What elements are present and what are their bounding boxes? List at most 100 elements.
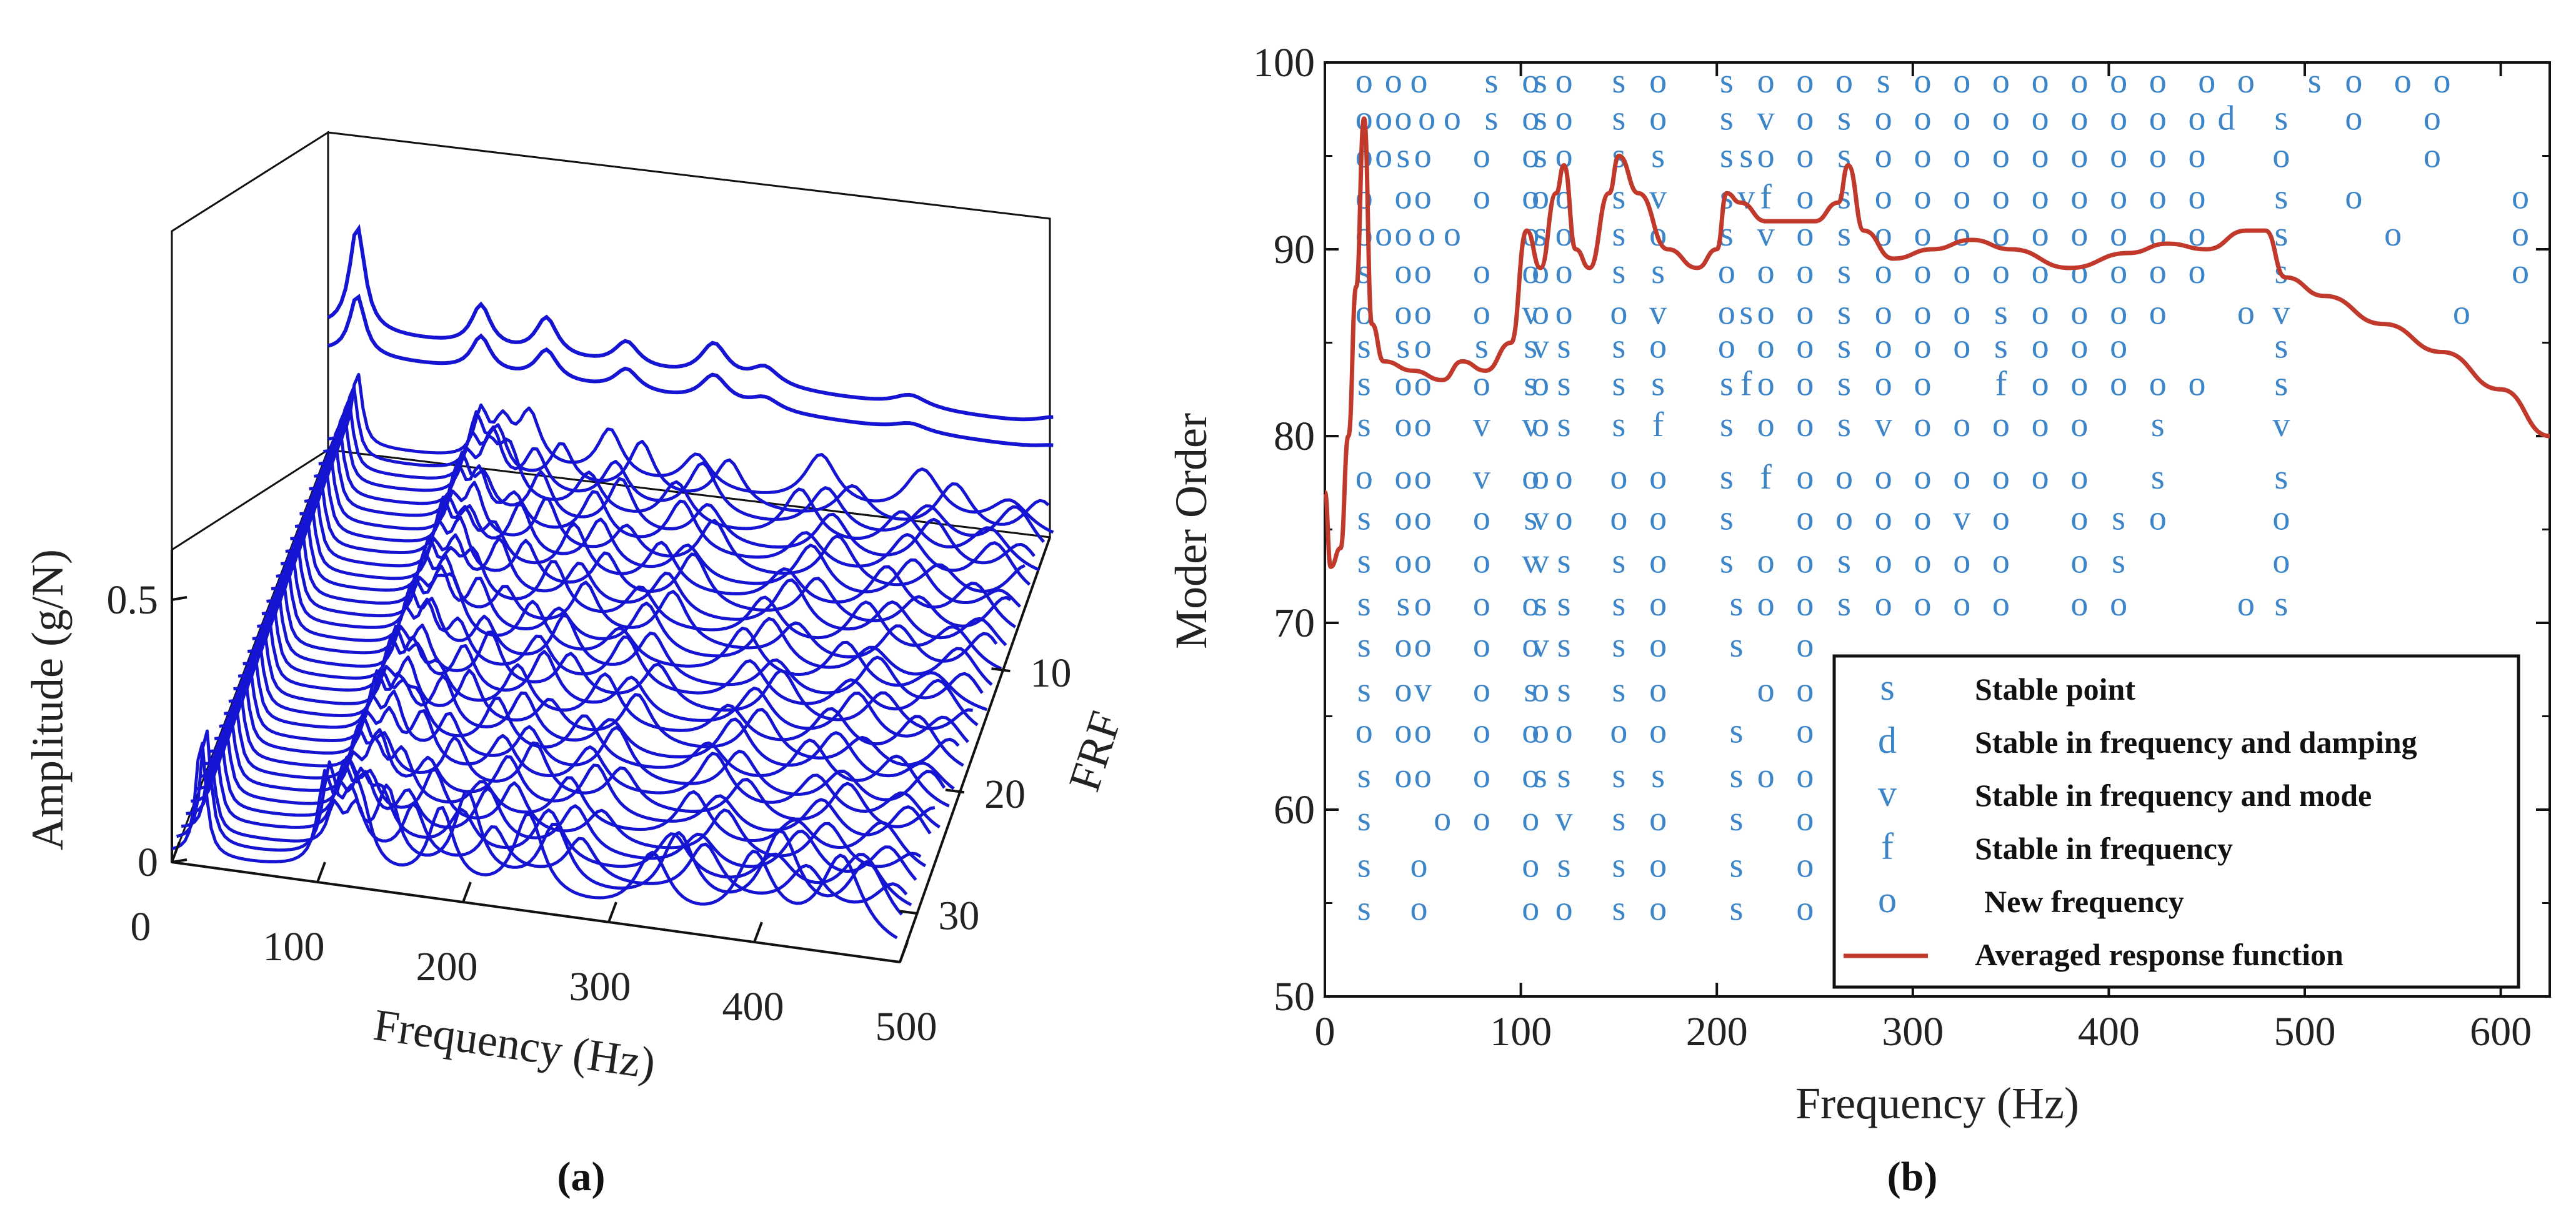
stability-marker-o: o	[1757, 137, 1775, 176]
a-y-tick-label: 10	[1030, 650, 1071, 696]
stability-marker-o: o	[2032, 364, 2049, 403]
stability-marker-o: o	[2032, 137, 2049, 176]
stability-marker-s: s	[1534, 62, 1547, 101]
stability-marker-o: o	[2070, 585, 2088, 623]
stability-marker-s: s	[1357, 364, 1371, 403]
stability-marker-o: o	[2032, 99, 2049, 138]
panel-a-caption: (a)	[557, 1154, 606, 1200]
stability-marker-o: o	[1522, 626, 1539, 665]
stability-marker-o: o	[1532, 364, 1549, 403]
a-x-tick-label: 100	[263, 924, 325, 970]
stability-marker-o: o	[1875, 294, 1892, 332]
stability-marker-o: o	[1473, 712, 1490, 750]
stability-marker-o: o	[1444, 215, 1461, 254]
panel-a-zlabel: Amplitude (g/N)	[22, 549, 72, 850]
stability-marker-o: o	[1914, 327, 1931, 365]
stability-marker-o: o	[1473, 137, 1490, 176]
stability-marker-o: o	[2032, 215, 2049, 254]
stability-marker-s: s	[1730, 757, 1744, 795]
stability-marker-s: s	[1524, 499, 1537, 538]
stability-marker-o: o	[1914, 137, 1931, 176]
stability-marker-s: s	[1720, 364, 1734, 403]
stability-marker-o: o	[1394, 626, 1412, 665]
a-y-tick-mark	[945, 788, 965, 794]
stability-marker-o: o	[2070, 294, 2088, 332]
stability-marker-o: o	[1522, 99, 1539, 138]
frf-trace	[181, 760, 908, 904]
stability-marker-o: o	[1385, 62, 1402, 101]
stability-marker-o: o	[2198, 62, 2215, 101]
stability-marker-o: o	[2189, 252, 2206, 291]
stability-marker-o: o	[1522, 847, 1539, 885]
y-tick-label: 90	[1274, 227, 1315, 272]
frf-trace	[318, 398, 1046, 544]
y-tick-label: 100	[1253, 40, 1315, 86]
stability-marker-o: o	[1796, 177, 1814, 216]
stability-marker-o: o	[1796, 405, 1814, 444]
a-x-tick-mark	[316, 862, 326, 883]
stability-marker-f: f	[1760, 458, 1772, 497]
a-x-tick-mark	[607, 902, 617, 923]
stability-marker-o: o	[1796, 364, 1814, 403]
stability-marker-s: s	[1357, 499, 1371, 538]
stability-marker-o: o	[1875, 499, 1892, 538]
stability-marker-s: s	[1837, 252, 1851, 291]
stability-marker-s: s	[1720, 62, 1734, 101]
stability-marker-o: o	[2424, 137, 2441, 176]
stability-marker-f: f	[1995, 364, 2007, 403]
stability-marker-v: v	[1532, 542, 1549, 580]
stability-marker-o: o	[1796, 542, 1814, 580]
stability-marker-o: o	[1394, 499, 1412, 538]
stability-marker-o: o	[1953, 405, 1970, 444]
stability-marker-s: s	[1612, 327, 1626, 365]
stability-marker-s: s	[1612, 99, 1626, 138]
stability-marker-o: o	[1414, 499, 1432, 538]
stability-marker-s: s	[1651, 137, 1665, 176]
stability-marker-s: s	[2274, 364, 2288, 403]
a-z-tick-label: 0.5	[107, 577, 159, 623]
stability-marker-o: o	[1532, 177, 1549, 216]
stability-marker-o: o	[1992, 62, 2010, 101]
stability-marker-s: s	[1612, 847, 1626, 885]
stability-marker-o: o	[1992, 458, 2010, 497]
frf-trace	[280, 498, 1007, 647]
stability-marker-o: o	[1555, 294, 1573, 332]
stability-marker-s: s	[1357, 626, 1371, 665]
stability-markers: o o o s os o s o s o o o s o o o o o o o o o s o o oo o o o o s os o s o s v…	[1355, 62, 2529, 928]
stability-marker-o: o	[1414, 585, 1432, 623]
stability-marker-s: s	[1612, 62, 1626, 101]
stability-marker-s: s	[1612, 252, 1626, 291]
stability-marker-o: o	[1953, 294, 1970, 332]
stability-marker-o: o	[1410, 62, 1428, 101]
stability-marker-s: s	[1475, 327, 1489, 365]
stability-marker-s: s	[1837, 215, 1851, 254]
stability-marker-o: o	[2149, 252, 2167, 291]
stability-marker-o: o	[1757, 364, 1775, 403]
stability-marker-o: o	[2189, 177, 2206, 216]
stability-marker-s: s	[2274, 177, 2288, 216]
frf-trace	[195, 723, 922, 868]
y-tick-label: 70	[1274, 600, 1315, 646]
x-tick-label: 500	[2274, 1009, 2336, 1055]
stability-marker-o: o	[1555, 252, 1573, 291]
stability-marker-v: v	[1414, 671, 1432, 710]
stability-marker-o: o	[1414, 405, 1432, 444]
panel-b-ylabel: Moder Order	[1166, 413, 1216, 649]
stability-marker-o: o	[1394, 757, 1412, 795]
stability-marker-o: o	[1914, 499, 1931, 538]
stability-marker-s: s	[1837, 364, 1851, 403]
stability-marker-o: o	[1953, 177, 1970, 216]
stability-marker-o: o	[1394, 671, 1412, 710]
stability-marker-o: o	[2110, 252, 2127, 291]
stability-marker-o: o	[1473, 585, 1490, 623]
stability-marker-o: o	[1796, 99, 1814, 138]
stability-marker-s: s	[1612, 542, 1626, 580]
stability-marker-o: o	[1875, 542, 1892, 580]
frf-traces	[171, 224, 1054, 940]
stability-marker-s: s	[1651, 252, 1665, 291]
stability-marker-o: o	[1953, 252, 1970, 291]
stability-marker-f: f	[1760, 177, 1772, 216]
